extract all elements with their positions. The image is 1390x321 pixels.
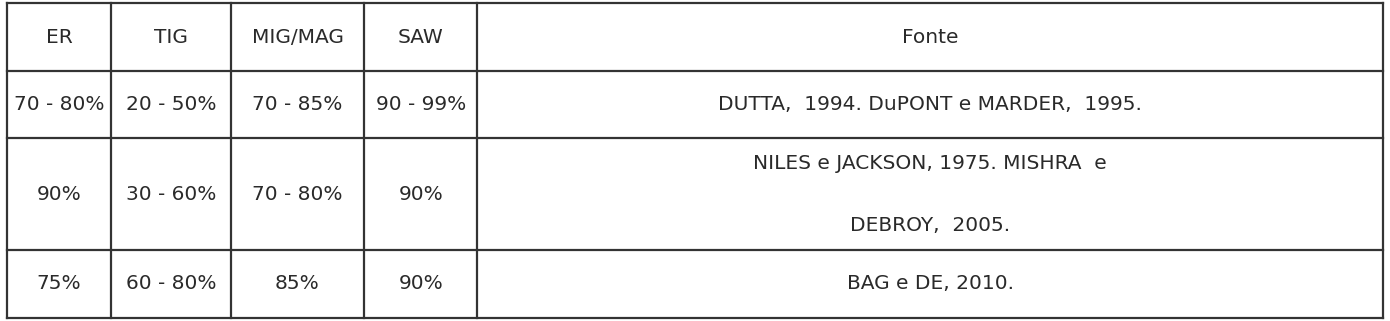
Text: 70 - 80%: 70 - 80% (14, 95, 104, 114)
Text: TIG: TIG (154, 28, 188, 47)
Text: 75%: 75% (36, 274, 81, 293)
Text: 85%: 85% (275, 274, 320, 293)
Text: 20 - 50%: 20 - 50% (125, 95, 215, 114)
Text: 90%: 90% (36, 185, 81, 204)
Text: Fonte: Fonte (902, 28, 958, 47)
Text: SAW: SAW (398, 28, 443, 47)
Text: MIG/MAG: MIG/MAG (252, 28, 343, 47)
Text: 60 - 80%: 60 - 80% (125, 274, 215, 293)
Text: BAG e DE, 2010.: BAG e DE, 2010. (847, 274, 1013, 293)
Text: 90%: 90% (399, 185, 443, 204)
Text: 90 - 99%: 90 - 99% (375, 95, 466, 114)
Text: NILES e JACKSON, 1975. MISHRA  e

DEBROY,  2005.: NILES e JACKSON, 1975. MISHRA e DEBROY, … (753, 154, 1106, 235)
Text: 90%: 90% (399, 274, 443, 293)
Text: 70 - 85%: 70 - 85% (252, 95, 343, 114)
Text: 70 - 80%: 70 - 80% (252, 185, 343, 204)
Text: 30 - 60%: 30 - 60% (125, 185, 215, 204)
Text: ER: ER (46, 28, 72, 47)
Text: DUTTA,  1994. DuPONT e MARDER,  1995.: DUTTA, 1994. DuPONT e MARDER, 1995. (719, 95, 1143, 114)
